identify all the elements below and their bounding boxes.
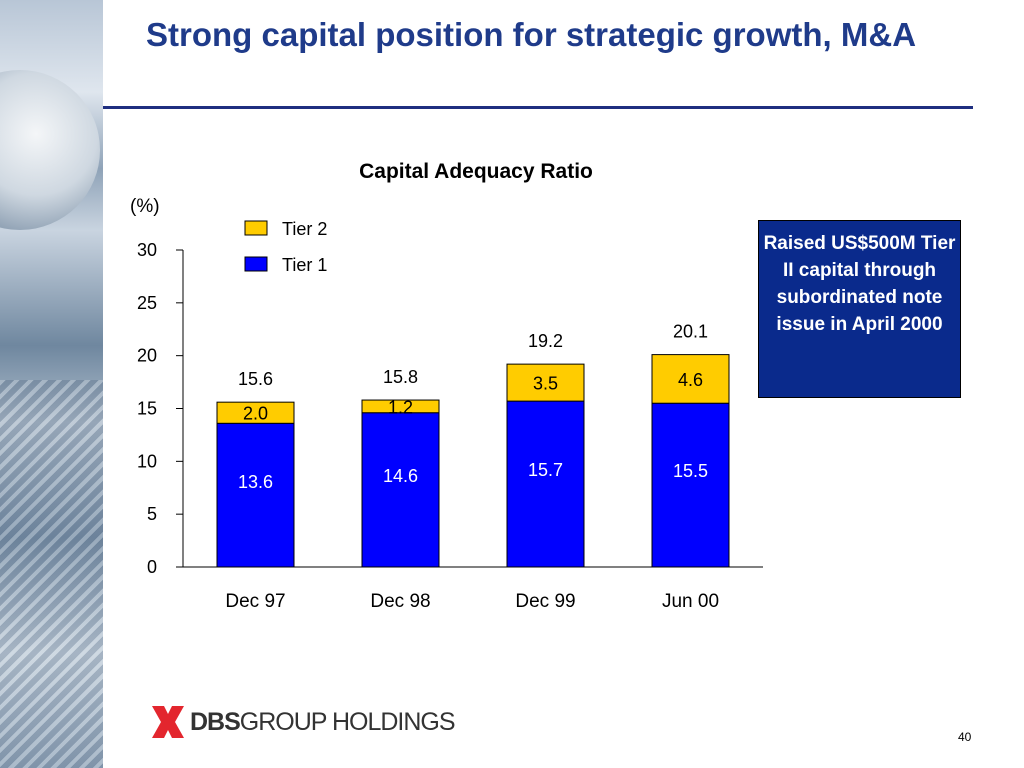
y-tick-label: 25 bbox=[137, 293, 157, 313]
bar-tier2 bbox=[216, 401, 295, 424]
bar-total-label: 20.1 bbox=[673, 322, 708, 342]
bar-tier2-label: 4.6 bbox=[678, 370, 703, 390]
bar-tier2 bbox=[506, 363, 585, 402]
y-tick-label: 30 bbox=[137, 240, 157, 260]
y-tick-label: 5 bbox=[147, 504, 157, 524]
keyboard-image bbox=[0, 380, 103, 768]
bar-tier2-label: 2.0 bbox=[243, 404, 268, 424]
chart-title: Capital Adequacy Ratio bbox=[359, 160, 593, 183]
x-tick-label: Dec 98 bbox=[370, 591, 430, 612]
bar-tier2-label: 3.5 bbox=[533, 374, 558, 394]
bar-tier1-label: 15.5 bbox=[673, 461, 708, 481]
logo-text-rest: GROUP HOLDINGS bbox=[239, 707, 456, 736]
bar-tier1-label: 13.6 bbox=[238, 472, 273, 492]
y-tick-label: 15 bbox=[137, 399, 157, 419]
bar-tier2 bbox=[361, 399, 440, 414]
bar-tier1 bbox=[651, 402, 730, 568]
callout-box: Raised US$500M Tier II capital through s… bbox=[758, 220, 961, 398]
title-rule bbox=[103, 106, 973, 109]
legend-swatch-tier1 bbox=[244, 256, 268, 272]
y-tick-label: 10 bbox=[137, 451, 157, 471]
y-tick-label: 0 bbox=[147, 557, 157, 577]
logo-text: DBSGROUP HOLDINGS bbox=[190, 707, 456, 737]
bar-tier1 bbox=[506, 400, 585, 568]
x-tick-label: Jun 00 bbox=[662, 591, 719, 612]
y-tick-label: 20 bbox=[137, 346, 157, 366]
bar-tier1-label: 15.7 bbox=[528, 460, 563, 480]
page-number: 40 bbox=[958, 730, 972, 744]
side-photo bbox=[0, 0, 103, 768]
bar-total-label: 15.8 bbox=[383, 367, 418, 387]
bar-tier1 bbox=[361, 412, 440, 568]
bar-tier1-label: 14.6 bbox=[383, 466, 418, 486]
legend-label-tier1: Tier 1 bbox=[282, 255, 327, 275]
bar-total-label: 15.6 bbox=[238, 369, 273, 389]
legend-swatch-tier2 bbox=[244, 220, 268, 236]
x-tick-label: Dec 97 bbox=[225, 591, 285, 612]
bar-tier2 bbox=[651, 354, 730, 404]
dbs-logo: DBSGROUP HOLDINGS bbox=[148, 702, 456, 742]
dbs-x-logo-icon bbox=[152, 706, 184, 738]
bar-total-label: 19.2 bbox=[528, 331, 563, 351]
bar-tier1 bbox=[216, 422, 295, 568]
legend-label-tier2: Tier 2 bbox=[282, 219, 327, 239]
x-tick-label: Dec 99 bbox=[515, 591, 575, 612]
y-axis-label: (%) bbox=[130, 196, 160, 217]
logo-text-bold: DBS bbox=[190, 707, 241, 736]
slide-title: Strong capital position for strategic gr… bbox=[146, 16, 917, 53]
bar-tier2-label: 1.2 bbox=[388, 397, 413, 417]
